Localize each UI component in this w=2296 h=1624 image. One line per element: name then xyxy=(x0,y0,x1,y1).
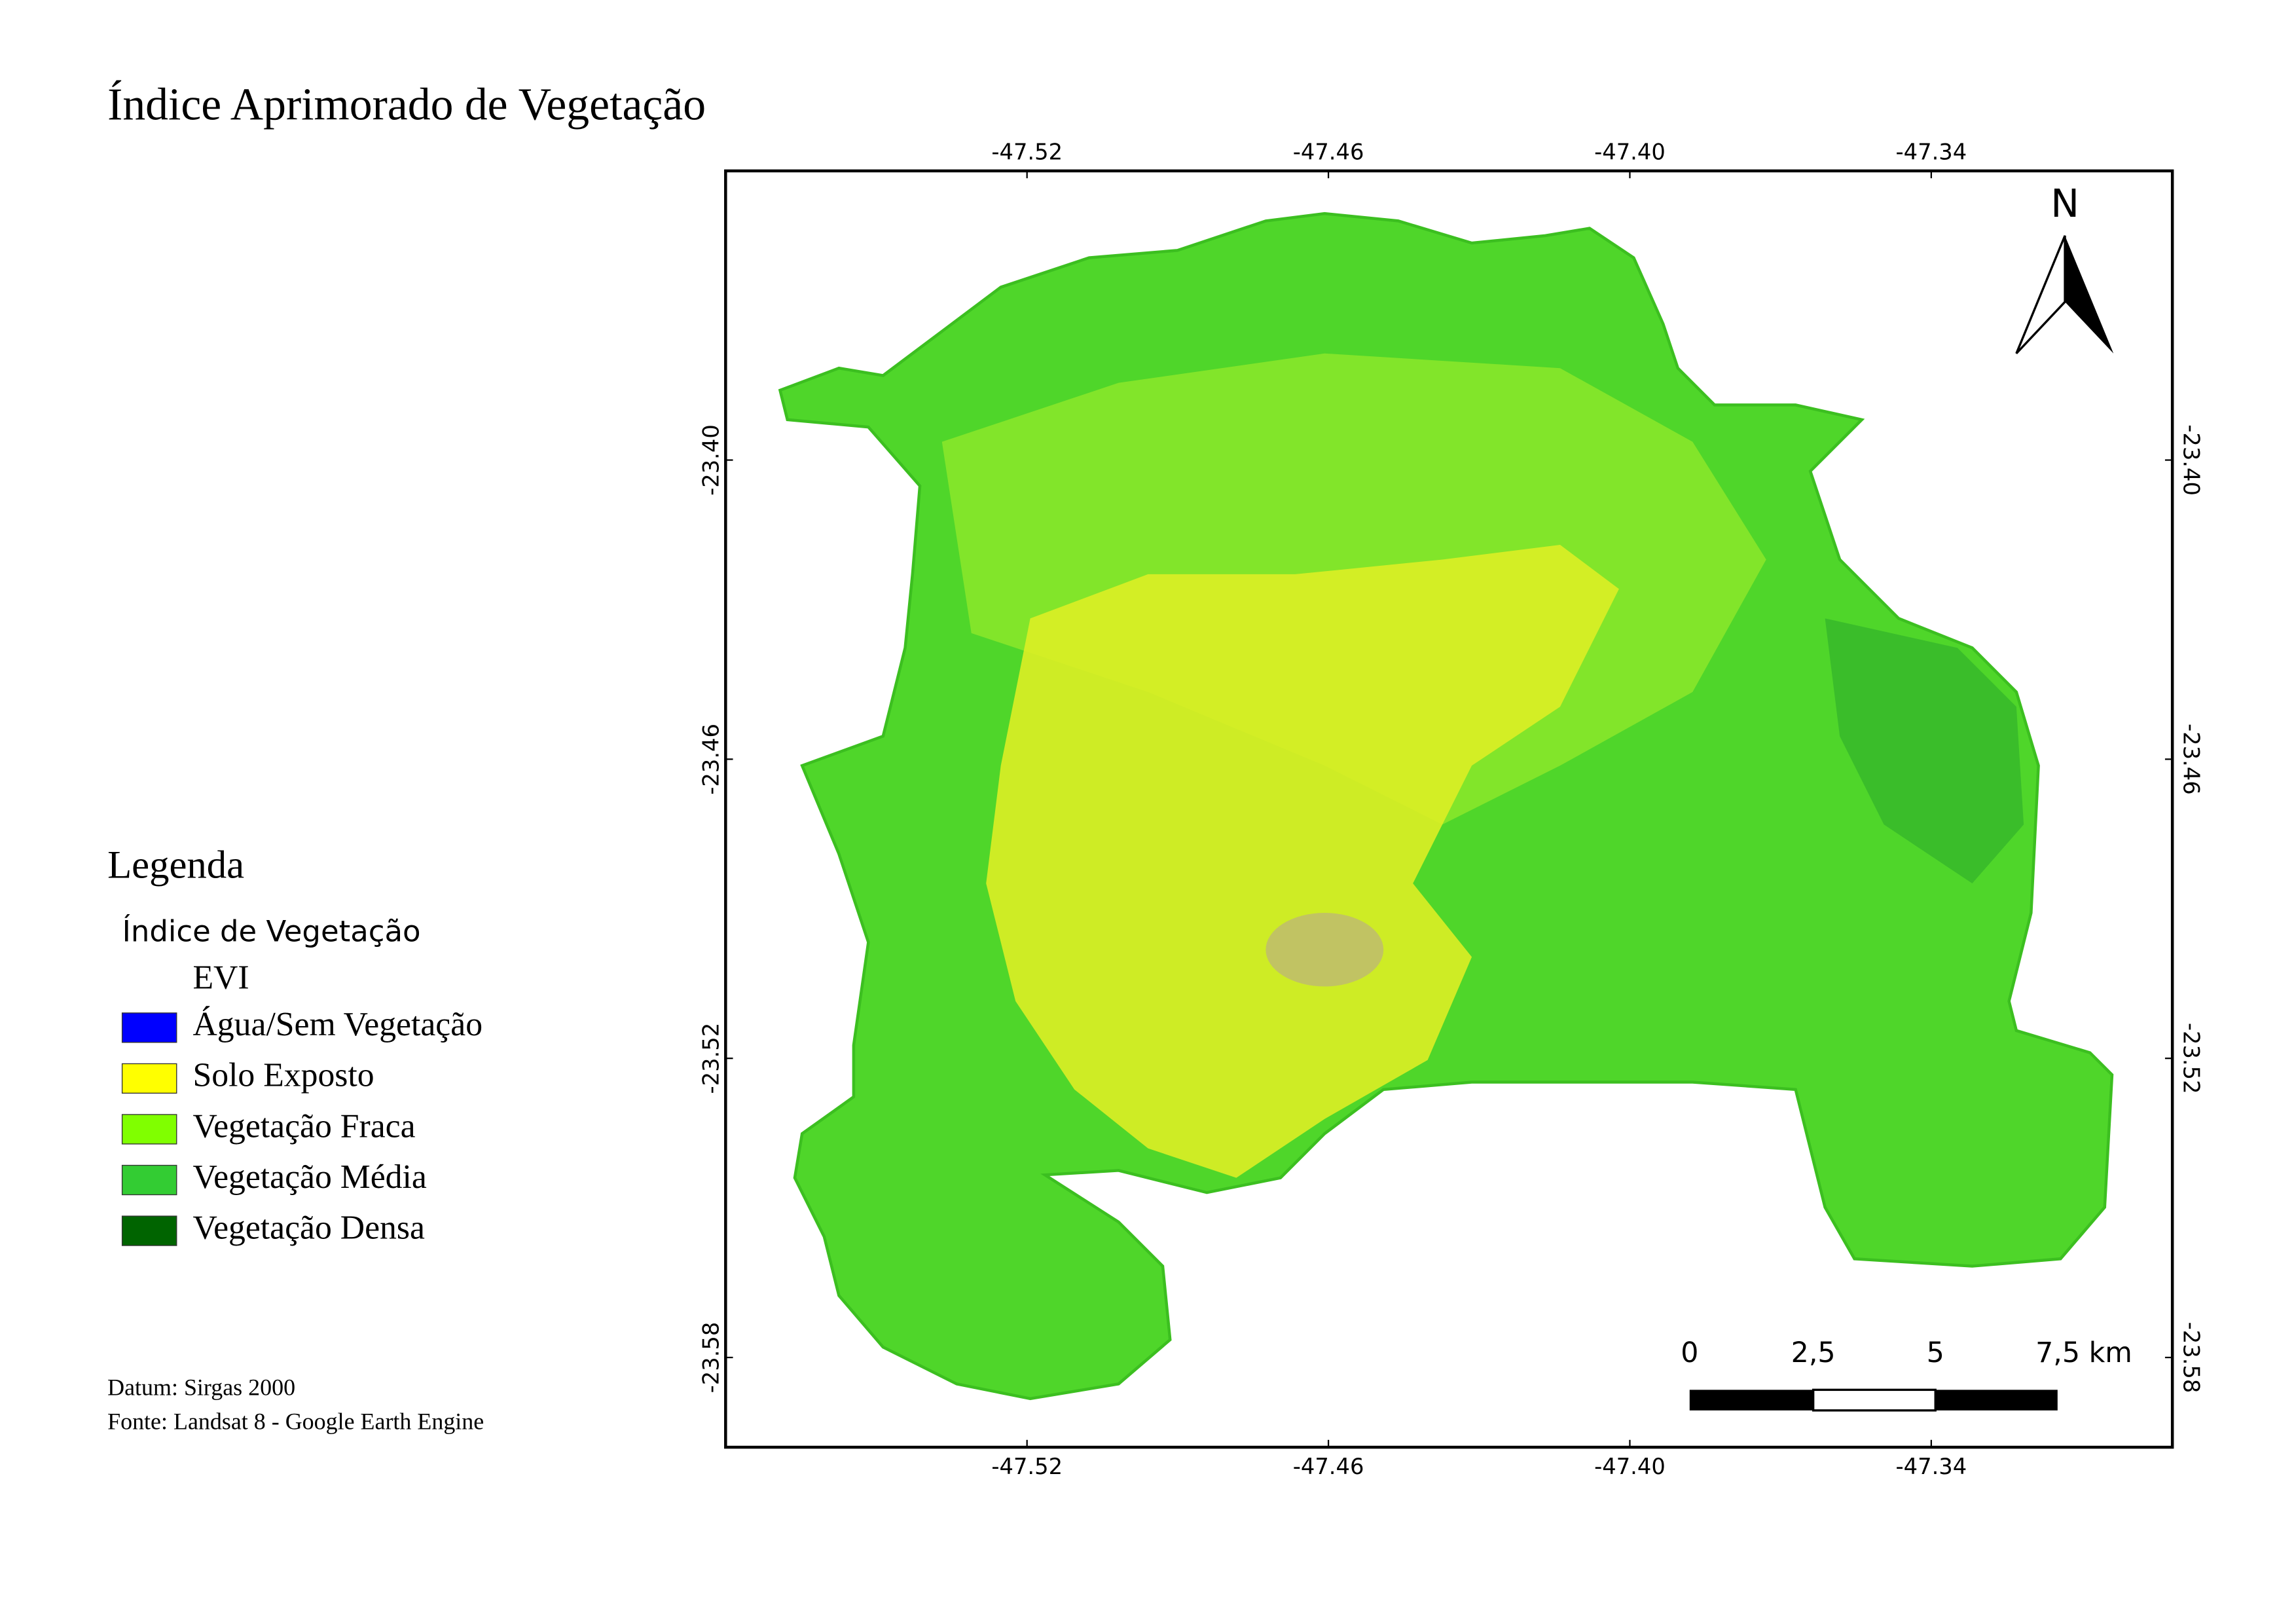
urban-area xyxy=(986,544,1619,1178)
scale-label: 2,5 xyxy=(1791,1337,1836,1369)
x-tick-label: -47.52 xyxy=(991,139,1063,164)
legend-swatch xyxy=(121,1164,177,1196)
scale-segment xyxy=(1935,1390,2058,1411)
x-tick-label: -47.40 xyxy=(1594,139,1666,164)
scale-segment xyxy=(1812,1388,1937,1412)
y-tick-label: -23.40 xyxy=(2179,424,2204,496)
source: Fonte: Landsat 8 - Google Earth Engine xyxy=(107,1408,484,1434)
y-tick-label: -23.46 xyxy=(699,724,724,795)
legend-title: Legenda xyxy=(107,843,244,887)
scale-label: 0 xyxy=(1681,1337,1698,1369)
legend-label: Água/Sem Vegetação xyxy=(192,1006,483,1043)
y-tick-label: -23.58 xyxy=(2179,1322,2204,1393)
legend-group: Índice de Vegetação xyxy=(122,913,421,948)
scale-bar xyxy=(1689,1388,2058,1412)
legend-layer: EVI xyxy=(192,959,249,996)
scale-label: 5 xyxy=(1927,1337,1944,1369)
legend-label: Vegetação Densa xyxy=(192,1209,425,1246)
north-arrow xyxy=(2015,235,2114,354)
y-tick-label: -23.52 xyxy=(699,1023,724,1094)
x-tick-label: -47.40 xyxy=(1594,1454,1666,1479)
title: Índice Aprimorado de Vegetação xyxy=(107,80,706,130)
legend-swatch xyxy=(121,1215,177,1246)
dense-vegetation-area xyxy=(1825,618,2024,884)
city-center xyxy=(1266,912,1384,987)
legend-swatch xyxy=(121,1114,177,1145)
municipality xyxy=(778,212,2114,1401)
legend-label: Vegetação Fraca xyxy=(192,1107,415,1145)
legend-label: Vegetação Média xyxy=(192,1158,426,1196)
x-tick-label: -47.34 xyxy=(1896,1454,1967,1479)
scale-segment xyxy=(1689,1390,1813,1411)
y-tick-label: -23.58 xyxy=(699,1322,724,1393)
y-tick-label: -23.40 xyxy=(699,424,724,496)
north-label: N xyxy=(2050,181,2079,226)
datum: Datum: Sirgas 2000 xyxy=(107,1375,295,1401)
y-tick-label: -23.46 xyxy=(2179,724,2204,795)
y-tick-label: -23.52 xyxy=(2179,1023,2204,1094)
legend-swatch xyxy=(121,1012,177,1043)
x-tick-label: -47.46 xyxy=(1293,139,1364,164)
legend-label: Solo Exposto xyxy=(192,1057,374,1094)
scale-label: 7,5 km xyxy=(2035,1337,2132,1369)
x-tick-label: -47.34 xyxy=(1896,139,1967,164)
x-tick-label: -47.46 xyxy=(1293,1454,1364,1479)
legend-swatch xyxy=(121,1063,177,1094)
arrow-right xyxy=(2065,235,2114,354)
x-tick-label: -47.52 xyxy=(991,1454,1063,1479)
